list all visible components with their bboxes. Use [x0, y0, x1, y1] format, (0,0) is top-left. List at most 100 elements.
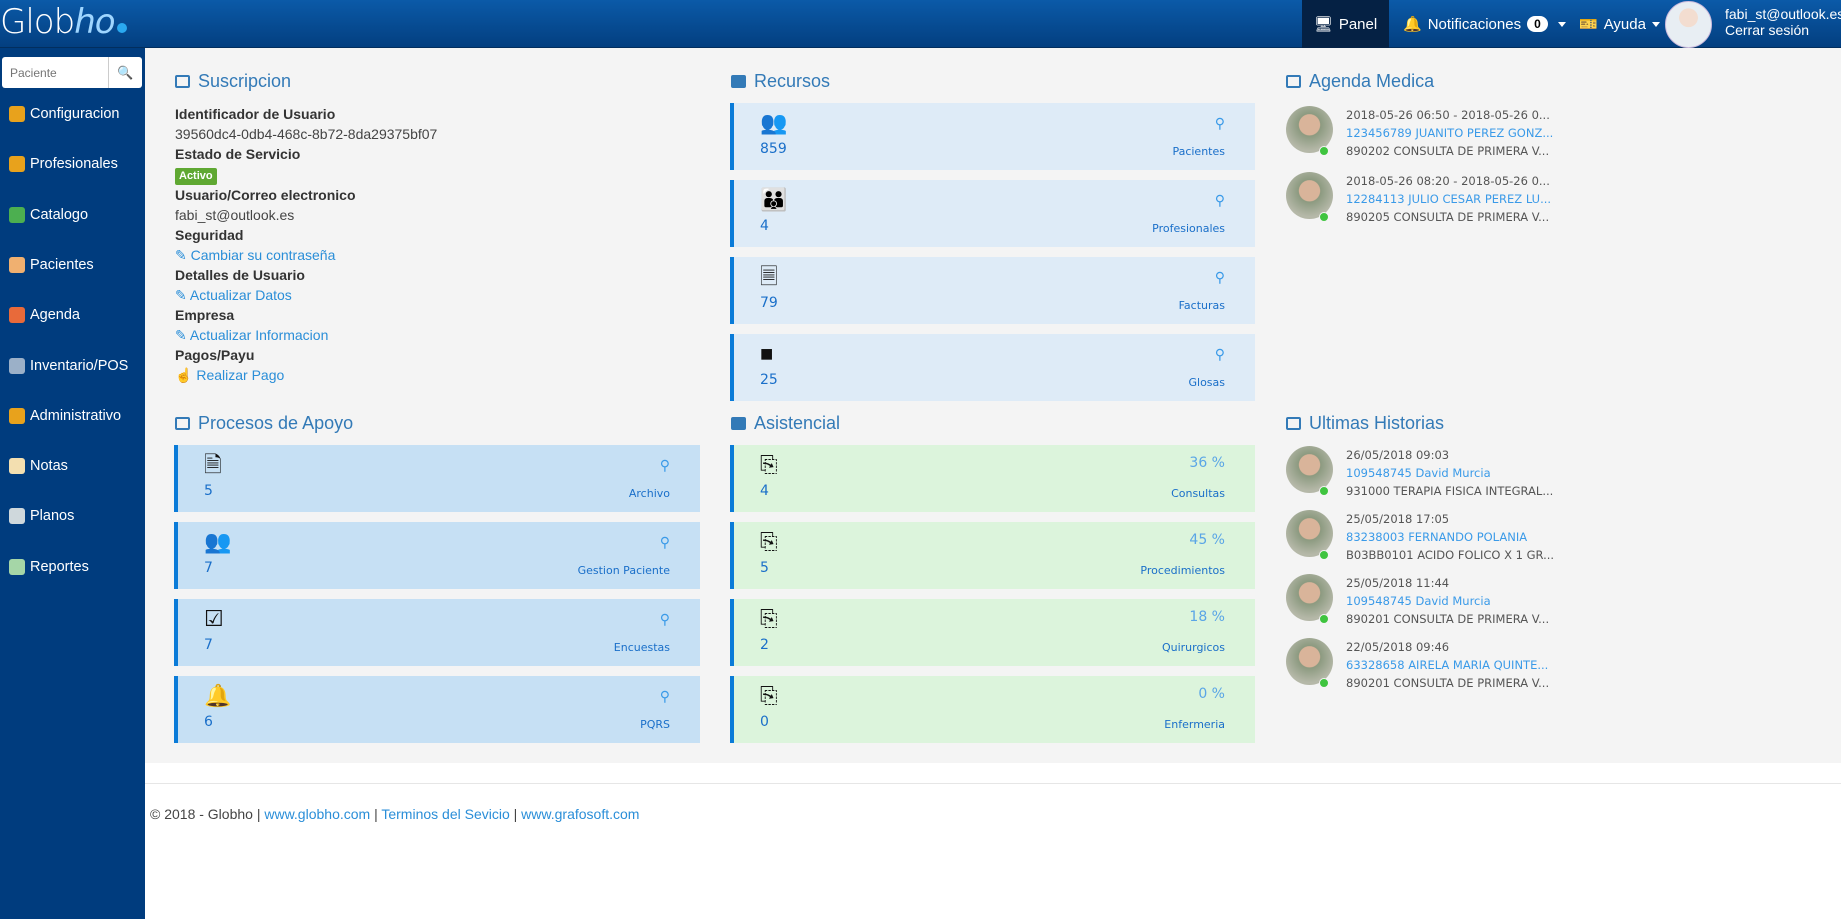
make-payment-link[interactable]: ☝ Realizar Pago	[175, 367, 285, 383]
card-count: 4	[760, 483, 769, 499]
card-label[interactable]: Glosas	[1188, 376, 1225, 389]
change-password-link[interactable]: ✎ Cambiar su contraseña	[175, 247, 336, 263]
search-icon[interactable]: ⚲	[1214, 115, 1225, 131]
nav-ayuda[interactable]: 🎫 Ayuda	[1579, 0, 1660, 48]
card-label[interactable]: Enfermeria	[1164, 718, 1225, 731]
sidebar-item-label: Configuracion	[30, 106, 120, 122]
historias-item[interactable]: 26/05/2018 09:03 109548745 David Murcia 93…	[1286, 446, 1646, 506]
sidebar-item-profesionales[interactable]: Profesionales	[9, 156, 118, 173]
email-value: fabi_st@outlook.es	[175, 207, 295, 223]
subscription-details: Identificador de Usuario 39560dc4-0db4-4…	[175, 104, 437, 385]
card-label[interactable]: Profesionales	[1152, 222, 1225, 235]
card-glosas[interactable]: ■ 25 ⚲ Glosas	[730, 334, 1255, 401]
search-icon[interactable]: ⚲	[1214, 269, 1225, 285]
search-button[interactable]: 🔍	[108, 57, 142, 88]
sidebar-item-configuracion[interactable]: Configuracion	[9, 106, 119, 122]
user-icon	[9, 256, 25, 273]
card-label[interactable]: Consultas	[1171, 487, 1225, 500]
card-procedimientos[interactable]: ⎘ 5 45 % Procedimientos	[730, 522, 1255, 589]
card-label[interactable]: Encuestas	[613, 641, 670, 654]
online-status-dot	[1319, 212, 1329, 222]
company-label: Empresa	[175, 307, 235, 323]
card-enfermeria[interactable]: ⎘ 0 0 % Enfermeria	[730, 676, 1255, 743]
sidebar-item-pacientes[interactable]: Pacientes	[9, 256, 94, 273]
card-label[interactable]: Pacientes	[1172, 145, 1225, 158]
briefcase-icon	[9, 407, 25, 424]
search-icon[interactable]: ⚲	[659, 611, 670, 627]
card-label[interactable]: Archivo	[628, 487, 670, 500]
patient-search-input[interactable]	[2, 57, 108, 88]
patient-link[interactable]: 12284113 JULIO CESAR PEREZ LU...	[1346, 192, 1552, 206]
agenda-item[interactable]: 2018-05-26 08:20 - 2018-05-26 0... 122841…	[1286, 172, 1646, 232]
card-count: 859	[760, 141, 787, 157]
sidebar-item-planos[interactable]: Planos	[9, 508, 74, 525]
calendar-icon	[9, 307, 25, 324]
card-pqrs[interactable]: 🔔 6 ⚲ PQRS	[174, 676, 700, 743]
card-archivo[interactable]: 🗎 5 ⚲ Archivo	[174, 445, 700, 512]
search-icon[interactable]: ⚲	[1214, 192, 1225, 208]
sidebar-item-inventario-pos[interactable]: Inventario/POS	[9, 357, 128, 374]
card-pacientes[interactable]: 👥 859 ⚲ Pacientes	[730, 103, 1255, 170]
patient-link[interactable]: 83238003 FERNANDO POLANIA	[1346, 530, 1528, 544]
card-label[interactable]: Procedimientos	[1140, 564, 1225, 577]
globho-link[interactable]: www.globho.com	[264, 806, 371, 822]
card-count: 0	[760, 714, 769, 730]
sticky-note-icon: ■	[760, 341, 774, 366]
card-label[interactable]: PQRS	[640, 718, 670, 731]
globho-logo[interactable]: Globho	[0, 2, 127, 42]
search-icon[interactable]: ⚲	[1214, 346, 1225, 362]
patient-link[interactable]: 63328658 AIRELA MARIA QUINTE...	[1346, 658, 1549, 672]
sidebar-item-administrativo[interactable]: Administrativo	[9, 407, 122, 424]
patient-avatar	[1286, 106, 1333, 153]
card-facturas[interactable]: 🗏 79 ⚲ Facturas	[730, 257, 1255, 324]
terms-link[interactable]: Terminos del Sevicio	[381, 806, 510, 822]
patient-link[interactable]: 123456789 JUANITO PEREZ GONZ...	[1346, 126, 1554, 140]
search-icon[interactable]: ⚲	[659, 688, 670, 704]
search-icon[interactable]: ⚲	[659, 457, 670, 473]
historias-item[interactable]: 25/05/2018 17:05 83238003 FERNANDO POLANI…	[1286, 510, 1646, 570]
card-encuestas[interactable]: ☑ 7 ⚲ Encuestas	[174, 599, 700, 666]
card-quirurgicos[interactable]: ⎘ 2 18 % Quirurgicos	[730, 599, 1255, 666]
sidebar-item-reportes[interactable]: Reportes	[9, 558, 89, 575]
nav-notificaciones[interactable]: 🔔 Notificaciones 0	[1403, 0, 1566, 48]
card-gestion-paciente[interactable]: 👥 7 ⚲ Gestion Paciente	[174, 522, 700, 589]
agenda-item[interactable]: 2018-05-26 06:50 - 2018-05-26 0... 123456…	[1286, 106, 1646, 166]
update-info-link[interactable]: ✎ Actualizar Informacion	[175, 327, 329, 343]
copy-icon: ⎘	[760, 452, 778, 477]
section-recursos: Recursos	[731, 71, 830, 92]
patient-link[interactable]: 109548745 David Murcia	[1346, 466, 1491, 480]
card-label[interactable]: Facturas	[1178, 299, 1225, 312]
item-service: 890205 CONSULTA DE PRIMERA V...	[1346, 210, 1550, 224]
card-consultas[interactable]: ⎘ 4 36 % Consultas	[730, 445, 1255, 512]
bell-icon: 🔔	[1403, 16, 1422, 33]
sidebar-item-catalogo[interactable]: Catalogo	[9, 206, 88, 223]
nav-panel[interactable]: 🖥 Panel	[1302, 0, 1389, 48]
patient-link[interactable]: 109548745 David Murcia	[1346, 594, 1491, 608]
users-icon	[9, 156, 25, 173]
separator: |	[513, 806, 518, 822]
card-count: 7	[204, 637, 213, 653]
card-label[interactable]: Gestion Paciente	[577, 564, 670, 577]
list-icon	[1286, 417, 1301, 430]
update-data-link[interactable]: ✎ Actualizar Datos	[175, 287, 292, 303]
sidebar-item-notas[interactable]: Notas	[9, 458, 68, 475]
card-profesionales[interactable]: 👪 4 ⚲ Profesionales	[730, 180, 1255, 247]
patient-avatar	[1286, 446, 1333, 493]
grafosoft-link[interactable]: www.grafosoft.com	[521, 806, 640, 822]
logout-link[interactable]: Cerrar sesión	[1725, 22, 1810, 38]
online-status-dot	[1319, 614, 1329, 624]
user-avatar[interactable]	[1665, 1, 1712, 48]
item-service: B03BB0101 ACIDO FOLICO X 1 GR...	[1346, 548, 1555, 562]
card-label[interactable]: Quirurgicos	[1161, 641, 1225, 654]
cart-icon	[9, 357, 25, 374]
sidebar-item-label: Profesionales	[30, 156, 118, 173]
sidebar-item-agenda[interactable]: Agenda	[9, 307, 80, 324]
briefcase-icon	[731, 75, 746, 88]
sidebar-item-label: Administrativo	[30, 407, 122, 424]
historias-item[interactable]: 22/05/2018 09:46 63328658 AIRELA MARIA QU…	[1286, 638, 1646, 698]
percent: 18 %	[1189, 609, 1225, 625]
historias-item[interactable]: 25/05/2018 11:44 109548745 David Murcia 89…	[1286, 574, 1646, 634]
user-id-value: 39560dc4-0db4-468c-8b72-8da29375bf07	[175, 126, 438, 142]
search-icon[interactable]: ⚲	[659, 534, 670, 550]
footer-divider	[145, 783, 1841, 784]
